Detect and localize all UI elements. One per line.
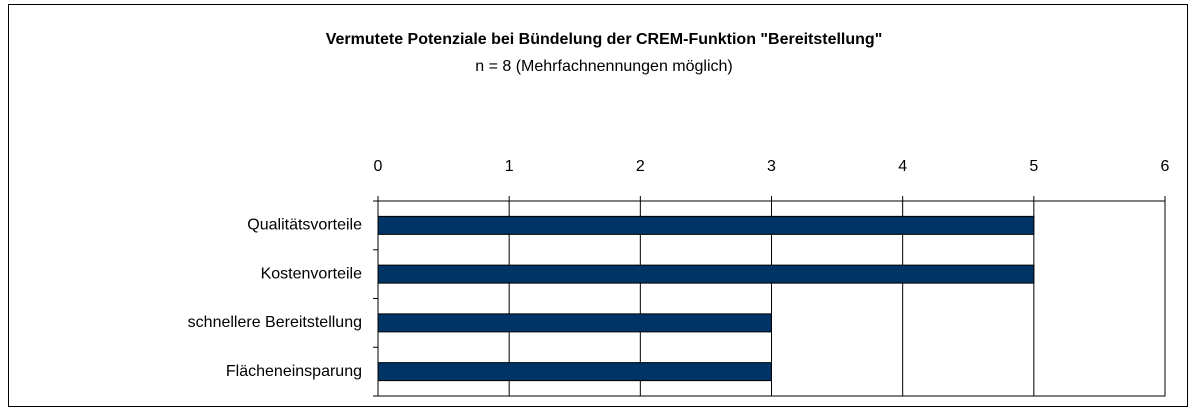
x-tick-label: 3 bbox=[767, 158, 776, 175]
y-tick-label: Flächeneinsparung bbox=[226, 363, 362, 380]
y-tick-label: Kostenvorteile bbox=[261, 265, 362, 282]
x-tick-label: 6 bbox=[1161, 158, 1170, 175]
x-tick-label: 2 bbox=[636, 158, 645, 175]
x-tick-label: 0 bbox=[374, 158, 383, 175]
y-tick-label: Qualitätsvorteile bbox=[247, 217, 362, 234]
bar bbox=[377, 264, 1035, 284]
x-tick-label: 1 bbox=[505, 158, 514, 175]
x-tick-label: 5 bbox=[1029, 158, 1038, 175]
y-tick-label: schnellere Bereitstellung bbox=[188, 314, 362, 331]
bar bbox=[377, 362, 772, 382]
bar bbox=[377, 215, 1035, 235]
chart-subtitle: n = 8 (Mehrfachnennungen möglich) bbox=[475, 58, 733, 75]
bar bbox=[377, 313, 772, 333]
chart-title: Vermutete Potenziale bei Bündelung der C… bbox=[326, 31, 883, 48]
x-tick-label: 4 bbox=[898, 158, 907, 175]
